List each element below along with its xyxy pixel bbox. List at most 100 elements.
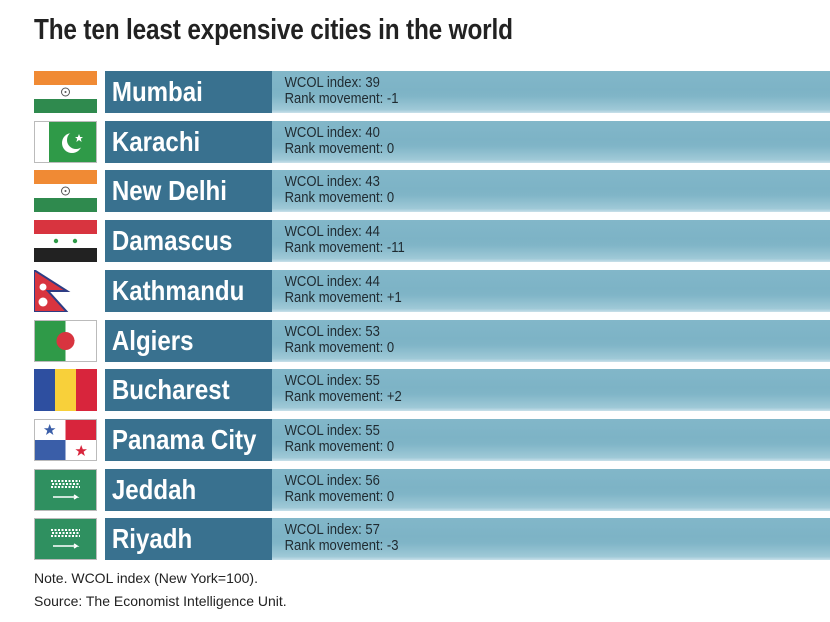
wcol-index-line: WCOL index: 55 <box>272 369 774 389</box>
rank-movement-value: +1 <box>386 289 402 306</box>
wcol-index-value: 43 <box>365 174 380 191</box>
info-bar: WCOL index: 39 Rank movement: -1 <box>272 71 830 113</box>
wcol-index-value: 55 <box>365 373 380 390</box>
wcol-index-value: 39 <box>365 75 380 91</box>
algeria-flag-icon <box>34 319 97 362</box>
rank-movement-value: +2 <box>386 389 402 406</box>
wcol-index-label: WCOL index: <box>284 522 366 539</box>
wcol-index-label: WCOL index: <box>284 75 366 91</box>
nepal-flag-icon <box>34 269 71 312</box>
wcol-index-value: 55 <box>365 422 380 439</box>
city-name: New Delhi <box>111 175 227 207</box>
city-name: Algiers <box>111 324 194 356</box>
rank-movement-line: Rank movement: 0 <box>272 340 774 356</box>
rank-movement-label: Rank movement: <box>284 389 387 406</box>
table-row: Damascus WCOL index: 44 Rank movement: -11 <box>0 220 830 263</box>
city-name-cell: Mumbai <box>105 71 272 113</box>
city-name-cell: Karachi <box>105 120 272 163</box>
rank-movement-value: 0 <box>386 488 395 505</box>
table-row: New Delhi WCOL index: 43 Rank movement: 0 <box>0 170 830 213</box>
rank-movement-label: Rank movement: <box>284 488 387 505</box>
info-bar: WCOL index: 43 Rank movement: 0 <box>272 170 830 213</box>
wcol-index-line: WCOL index: 56 <box>272 469 774 489</box>
rank-movement-label: Rank movement: <box>284 289 387 306</box>
rank-movement-line: Rank movement: 0 <box>272 489 774 505</box>
city-name: Bucharest <box>111 374 230 406</box>
rank-movement-label: Rank movement: <box>284 339 387 356</box>
wcol-index-value: 53 <box>365 323 380 340</box>
table-row: Riyadh WCOL index: 57 Rank movement: -3 <box>0 518 830 561</box>
saudi-arabia-flag-icon <box>34 468 97 511</box>
rank-movement-value: 0 <box>386 339 395 356</box>
saudi-arabia-flag-icon <box>34 518 97 561</box>
rank-movement-line: Rank movement: -3 <box>272 538 774 554</box>
wcol-index-label: WCOL index: <box>284 472 366 489</box>
city-name: Kathmandu <box>111 274 245 306</box>
wcol-index-value: 40 <box>365 124 380 141</box>
city-name: Panama City <box>111 423 257 455</box>
rank-movement-value: 0 <box>386 190 395 207</box>
syria-flag-icon <box>34 220 97 263</box>
rank-movement-value: -1 <box>386 91 399 107</box>
city-name-cell: Bucharest <box>105 369 272 412</box>
city-name: Damascus <box>111 225 233 257</box>
wcol-index-line: WCOL index: 53 <box>272 320 774 340</box>
info-bar: WCOL index: 44 Rank movement: +1 <box>272 269 830 312</box>
city-name: Riyadh <box>111 523 193 555</box>
rank-movement-line: Rank movement: 0 <box>272 141 774 157</box>
city-name: Karachi <box>111 125 201 157</box>
rank-movement-line: Rank movement: -1 <box>272 91 774 107</box>
rank-movement-label: Rank movement: <box>284 91 387 107</box>
table-row: Jeddah WCOL index: 56 Rank movement: 0 <box>0 468 830 511</box>
wcol-index-label: WCOL index: <box>284 422 366 439</box>
rank-movement-line: Rank movement: +1 <box>272 290 774 306</box>
wcol-index-label: WCOL index: <box>284 224 366 241</box>
city-name-cell: Algiers <box>105 319 272 362</box>
rank-movement-line: Rank movement: +2 <box>272 389 774 405</box>
wcol-index-value: 56 <box>365 472 380 489</box>
rank-movement-label: Rank movement: <box>284 240 387 257</box>
city-name-cell: Jeddah <box>105 468 272 511</box>
source-text: Source: The Economist Intelligence Unit. <box>34 593 287 609</box>
wcol-index-line: WCOL index: 57 <box>272 518 774 538</box>
info-bar: WCOL index: 44 Rank movement: -11 <box>272 220 830 263</box>
info-bar: WCOL index: 55 Rank movement: +2 <box>272 369 830 412</box>
rank-movement-value: -3 <box>386 538 399 555</box>
wcol-index-line: WCOL index: 39 <box>272 71 774 91</box>
rank-movement-label: Rank movement: <box>284 438 387 455</box>
wcol-index-label: WCOL index: <box>284 373 366 390</box>
table-row: Panama City WCOL index: 55 Rank movement: … <box>0 418 830 461</box>
city-name: Mumbai <box>111 76 203 107</box>
india-flag-icon <box>34 170 97 213</box>
rank-movement-line: Rank movement: 0 <box>272 190 774 206</box>
wcol-index-value: 57 <box>365 522 380 539</box>
romania-flag-icon <box>34 369 97 412</box>
city-name-cell: Riyadh <box>105 518 272 561</box>
info-bar: WCOL index: 57 Rank movement: -3 <box>272 518 830 561</box>
wcol-index-label: WCOL index: <box>284 124 366 141</box>
city-name: Jeddah <box>111 473 197 505</box>
info-bar: WCOL index: 55 Rank movement: 0 <box>272 418 830 461</box>
table-row: Mumbai WCOL index: 39 Rank movement: -1 <box>0 71 830 113</box>
rank-movement-line: Rank movement: 0 <box>272 439 774 455</box>
wcol-index-line: WCOL index: 44 <box>272 220 774 240</box>
info-bar: WCOL index: 40 Rank movement: 0 <box>272 120 830 163</box>
wcol-index-line: WCOL index: 43 <box>272 170 774 190</box>
city-name-cell: Panama City <box>105 418 272 461</box>
rank-movement-value: 0 <box>386 438 395 455</box>
info-bar: WCOL index: 53 Rank movement: 0 <box>272 319 830 362</box>
city-name-cell: Damascus <box>105 220 272 263</box>
wcol-index-label: WCOL index: <box>284 323 366 340</box>
table-row: Kathmandu WCOL index: 44 Rank movement: +1 <box>0 269 830 312</box>
wcol-index-line: WCOL index: 55 <box>272 419 774 439</box>
rank-movement-line: Rank movement: -11 <box>272 240 774 256</box>
panama-flag-icon <box>34 418 97 461</box>
rank-movement-label: Rank movement: <box>284 140 387 157</box>
city-name-cell: Kathmandu <box>105 269 272 312</box>
rank-movement-label: Rank movement: <box>284 190 387 207</box>
rank-movement-value: -11 <box>386 240 405 257</box>
wcol-index-line: WCOL index: 44 <box>272 270 774 290</box>
pakistan-flag-icon <box>34 120 97 163</box>
wcol-index-label: WCOL index: <box>284 174 366 191</box>
rank-movement-label: Rank movement: <box>284 538 387 555</box>
